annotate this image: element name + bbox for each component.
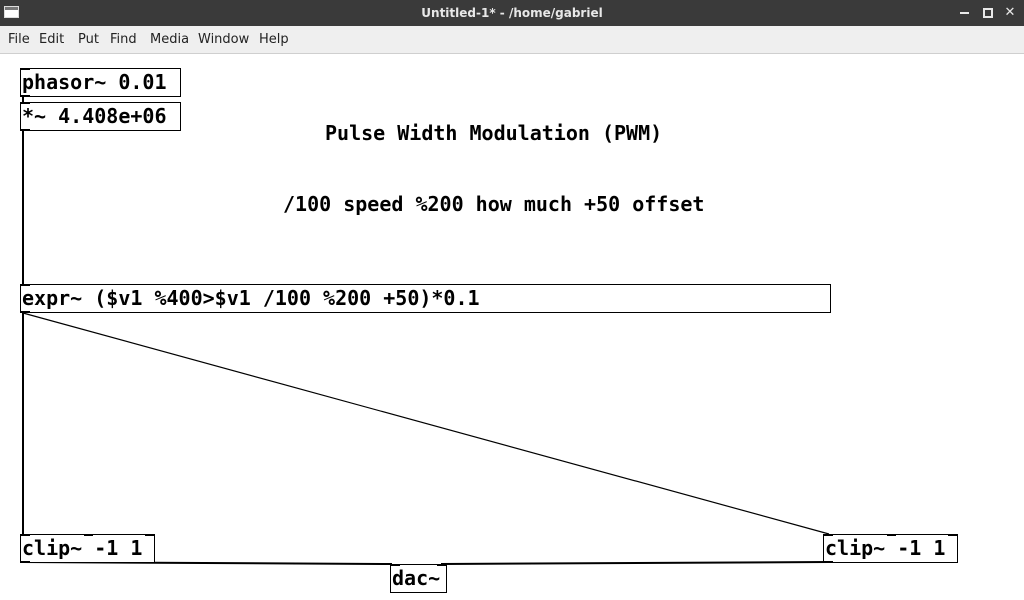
- clip-left-inlet-1[interactable]: [21, 534, 30, 536]
- comment-title: Pulse Width Modulation (PWM): [325, 121, 663, 145]
- menu-put[interactable]: Put: [78, 32, 99, 47]
- comment-description: /100 speed %200 how much +50 offset: [283, 192, 705, 216]
- connection-expr-to-clip-right: [22, 312, 830, 535]
- expr-outlet[interactable]: [21, 311, 30, 313]
- object-dac-text: dac~: [392, 566, 441, 590]
- menu-window[interactable]: Window: [198, 32, 250, 47]
- patch-connections: [22, 96, 830, 565]
- menu-bar: File Edit Put Find Media Window Help: [0, 26, 1024, 54]
- phasor-outlet[interactable]: [21, 95, 30, 97]
- minimize-icon: [960, 12, 969, 14]
- object-clip-left[interactable]: clip~ -1 1: [20, 534, 155, 563]
- object-phasor[interactable]: phasor~ 0.01: [20, 68, 181, 97]
- menu-find[interactable]: Find: [110, 32, 137, 47]
- object-clip-left-text: clip~ -1 1: [22, 536, 143, 560]
- multiply-outlet[interactable]: [21, 129, 30, 131]
- patch-canvas[interactable]: phasor~ 0.01 *~ 4.408e+06 Pulse Width Mo…: [0, 54, 1024, 600]
- dac-inlet-left[interactable]: [391, 564, 400, 566]
- object-clip-right-text: clip~ -1 1: [825, 536, 946, 560]
- expr-inlet[interactable]: [21, 284, 30, 286]
- menu-help[interactable]: Help: [259, 32, 289, 47]
- maximize-button[interactable]: [977, 0, 999, 26]
- clip-right-inlet-3[interactable]: [948, 534, 957, 536]
- object-expr-text: expr~ ($v1 %400>$v1 /100 %200 +50)*0.1: [22, 286, 480, 310]
- clip-right-inlet-1[interactable]: [824, 534, 833, 536]
- maximize-icon: [983, 8, 993, 18]
- close-button[interactable]: ✕: [999, 0, 1021, 26]
- object-multiply[interactable]: *~ 4.408e+06: [20, 102, 181, 131]
- clip-right-outlet[interactable]: [824, 561, 833, 563]
- object-clip-right[interactable]: clip~ -1 1: [823, 534, 958, 563]
- multiply-inlet[interactable]: [21, 102, 30, 104]
- menu-edit[interactable]: Edit: [39, 32, 65, 47]
- clip-left-outlet[interactable]: [21, 561, 30, 563]
- clip-left-inlet-3[interactable]: [145, 534, 154, 536]
- window-titlebar[interactable]: Untitled-1* - /home/gabriel ✕: [0, 0, 1024, 26]
- menu-file[interactable]: File: [8, 32, 30, 47]
- object-expr[interactable]: expr~ ($v1 %400>$v1 /100 %200 +50)*0.1: [20, 284, 831, 313]
- object-phasor-text: phasor~ 0.01: [22, 70, 167, 94]
- object-dac[interactable]: dac~: [390, 564, 447, 593]
- close-icon: ✕: [1004, 5, 1016, 20]
- phasor-inlet[interactable]: [21, 68, 30, 70]
- menu-media[interactable]: Media: [150, 32, 190, 47]
- connection-clip-right-to-dac: [440, 561, 830, 565]
- minimize-button[interactable]: [954, 0, 976, 26]
- dac-inlet-right[interactable]: [437, 564, 446, 566]
- object-multiply-text: *~ 4.408e+06: [22, 104, 167, 128]
- clip-right-inlet-2[interactable]: [887, 534, 896, 536]
- window-title: Untitled-1* - /home/gabriel: [421, 6, 603, 20]
- app-window-icon: [4, 6, 19, 18]
- clip-left-inlet-2[interactable]: [84, 534, 93, 536]
